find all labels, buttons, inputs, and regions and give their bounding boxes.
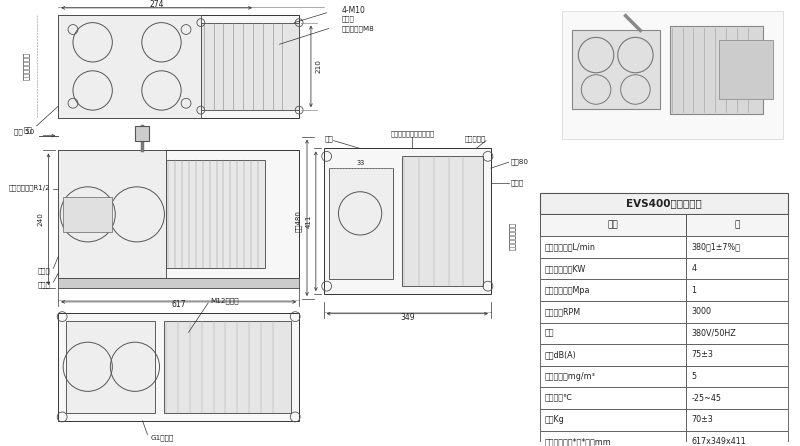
- Bar: [540, 215, 686, 236]
- Text: 411: 411: [306, 215, 312, 228]
- Text: 油液: 油液: [24, 127, 33, 133]
- Bar: [58, 313, 299, 421]
- Bar: [540, 301, 686, 322]
- Bar: [540, 322, 686, 344]
- Text: 项目: 项目: [607, 221, 618, 230]
- Bar: [58, 150, 166, 278]
- Text: -25~45: -25~45: [691, 394, 722, 403]
- Text: G1进油孔: G1进油孔: [150, 434, 174, 441]
- Bar: [63, 197, 112, 232]
- Text: 油气分离器: 油气分离器: [465, 135, 486, 142]
- Text: 617: 617: [171, 300, 186, 310]
- Bar: [165, 321, 291, 413]
- Bar: [540, 388, 686, 409]
- Bar: [135, 126, 149, 140]
- Bar: [670, 25, 763, 114]
- Text: 噪音dB(A): 噪音dB(A): [545, 351, 577, 359]
- Text: 电源: 电源: [545, 329, 554, 338]
- Text: 外形尺寸（长*宽*高）mm: 外形尺寸（长*宽*高）mm: [545, 437, 612, 446]
- Bar: [540, 344, 686, 366]
- Text: 减震垫: 减震垫: [342, 16, 354, 22]
- Bar: [66, 321, 154, 413]
- Text: 散热器散热空间: 散热器散热空间: [510, 222, 516, 250]
- Bar: [719, 40, 773, 99]
- Text: 5: 5: [691, 372, 697, 381]
- Text: 空压机排气口R1/2: 空压机排气口R1/2: [9, 185, 50, 191]
- Bar: [686, 388, 788, 409]
- Bar: [540, 409, 686, 431]
- Text: 3000: 3000: [691, 307, 711, 316]
- Bar: [402, 157, 483, 286]
- Text: 环境温度℃: 环境温度℃: [545, 394, 573, 403]
- Bar: [540, 431, 686, 446]
- Text: 额定转速RPM: 额定转速RPM: [545, 307, 581, 316]
- Text: 进油口: 进油口: [38, 282, 50, 289]
- Text: M12接装孔: M12接装孔: [210, 297, 238, 304]
- Bar: [686, 409, 788, 431]
- Text: 加油口: 加油口: [510, 180, 524, 186]
- Bar: [58, 278, 299, 288]
- Bar: [686, 431, 788, 446]
- Bar: [58, 150, 299, 278]
- Bar: [686, 366, 788, 388]
- Text: 大于 50: 大于 50: [14, 128, 34, 135]
- Text: 4: 4: [691, 264, 697, 273]
- Bar: [324, 149, 491, 294]
- Text: 值: 值: [734, 221, 739, 230]
- Bar: [166, 160, 265, 268]
- Text: 349: 349: [400, 313, 414, 322]
- Bar: [686, 322, 788, 344]
- Text: 双油镜: 双油镜: [38, 267, 50, 274]
- Text: 空滤、油细维修保养空间: 空滤、油细维修保养空间: [390, 130, 434, 137]
- Text: 电机额定功率KW: 电机额定功率KW: [545, 264, 586, 273]
- Text: 排气含油量mg/m³: 排气含油量mg/m³: [545, 372, 596, 381]
- Text: EVS400技术参数表: EVS400技术参数表: [626, 198, 702, 209]
- Bar: [540, 236, 686, 258]
- Text: 大于480: 大于480: [295, 211, 302, 232]
- Bar: [686, 279, 788, 301]
- Text: 33: 33: [357, 160, 366, 166]
- Text: 380V/50HZ: 380V/50HZ: [691, 329, 736, 338]
- Text: 75±3: 75±3: [691, 351, 714, 359]
- Text: 70±3: 70±3: [691, 415, 714, 424]
- Bar: [571, 30, 660, 109]
- Text: 240: 240: [38, 212, 43, 226]
- Bar: [58, 15, 299, 118]
- Text: 274: 274: [150, 0, 164, 9]
- Text: 公称容积流量L/min: 公称容积流量L/min: [545, 242, 596, 251]
- Text: 额定工作压力Mpa: 额定工作压力Mpa: [545, 285, 590, 294]
- Bar: [686, 258, 788, 279]
- Text: 210: 210: [316, 59, 322, 73]
- Text: 空滤: 空滤: [324, 135, 333, 142]
- Bar: [329, 168, 393, 279]
- Text: 电机接线孔M8: 电机接线孔M8: [342, 25, 374, 32]
- Bar: [58, 15, 201, 118]
- Bar: [540, 279, 686, 301]
- Bar: [686, 215, 788, 236]
- Bar: [686, 236, 788, 258]
- Bar: [540, 193, 788, 215]
- Text: 617x349x411: 617x349x411: [691, 437, 746, 446]
- Bar: [686, 301, 788, 322]
- Bar: [540, 366, 686, 388]
- Text: 380（1±7%）: 380（1±7%）: [691, 242, 741, 251]
- Text: 重量Kg: 重量Kg: [545, 415, 565, 424]
- Text: 油滤器维修空间: 油滤器维修空间: [23, 52, 30, 80]
- Text: 4-M10: 4-M10: [342, 6, 366, 15]
- Bar: [686, 344, 788, 366]
- Bar: [562, 11, 783, 139]
- Text: 大于80: 大于80: [510, 158, 529, 165]
- Text: 1: 1: [691, 285, 697, 294]
- Bar: [540, 258, 686, 279]
- Bar: [201, 23, 299, 110]
